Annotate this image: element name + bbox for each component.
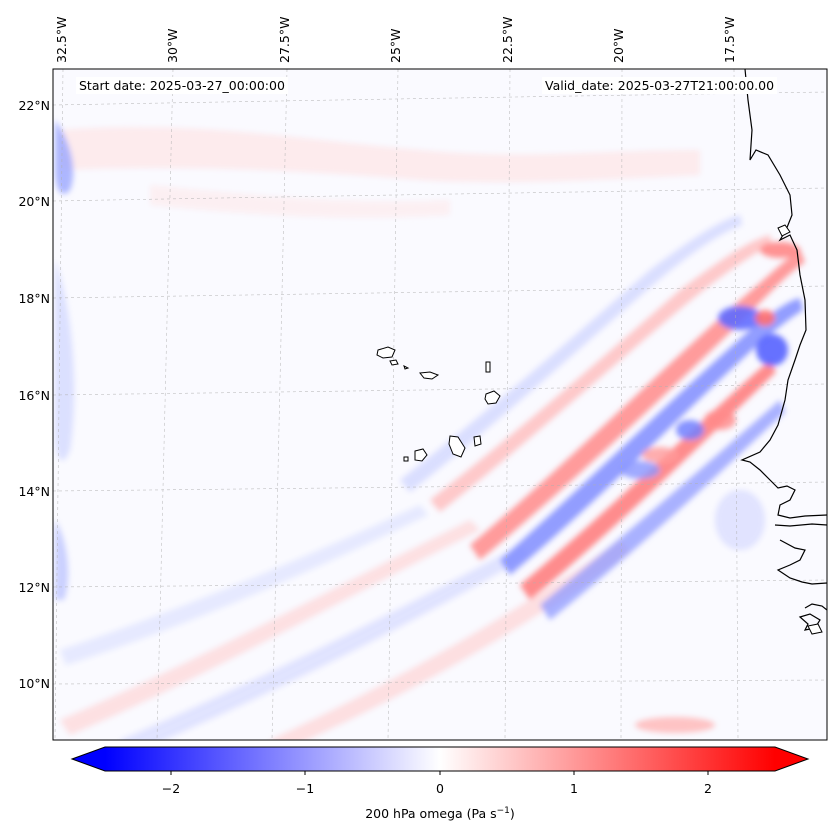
lon-label-22-5w: 22.5°W [500, 16, 515, 63]
field-blob-blue-5 [715, 490, 765, 550]
field-main-red-3 [430, 235, 772, 512]
lat-label-10n: 10°N [18, 676, 50, 691]
field-blob-blue-3 [676, 420, 704, 440]
colorbar-label-text: 200 hPa omega (Pa s [365, 806, 497, 822]
colorbar-extend-min [72, 747, 105, 771]
colorbar-tick-label-p2: 2 [704, 781, 712, 796]
coast-island-south [807, 623, 823, 635]
field-main-blue-3 [400, 215, 742, 492]
omega-field [55, 120, 805, 740]
island-brava [403, 456, 409, 462]
lat-label-22n: 22°N [18, 98, 50, 113]
island-sao-nicolau [419, 371, 440, 380]
start-date-label: Start date: 2025-03-27_00:00:00 [76, 77, 288, 94]
field-blob-red-3 [704, 410, 736, 430]
lat-label-20n: 20°N [18, 194, 50, 209]
lon-label-17-5w: 17.5°W [722, 16, 737, 63]
field-main-red-1 [470, 250, 805, 560]
african-coastline [740, 69, 827, 631]
colorbar-extend-max [775, 747, 808, 771]
field-top-pink-2 [150, 185, 450, 218]
colorbar-tick-label-m1: −1 [295, 781, 315, 796]
field-band-2 [120, 545, 530, 740]
lon-label-30w: 30°W [165, 28, 180, 63]
colorbar-tick-label-m2: −2 [161, 781, 181, 796]
map-frame [52, 68, 828, 741]
colorbar-outline [70, 746, 810, 772]
colorbar-gradient [105, 747, 775, 771]
island-santiago [448, 435, 466, 458]
valid-date-label: Valid_date: 2025-03-27T21:00:00.00 [542, 77, 778, 94]
lon-label-25w: 25°W [388, 28, 403, 63]
colorbar-label-exponent: −1 [496, 806, 510, 816]
lat-label-12n: 12°N [18, 580, 50, 595]
colorbar-tick-label-p1: 1 [570, 781, 578, 796]
field-top-pink [60, 127, 700, 183]
island-fogo [414, 448, 428, 462]
lat-label-18n: 18°N [18, 291, 50, 306]
field-blob-red-2 [760, 242, 800, 258]
lat-label-16n: 16°N [18, 388, 50, 403]
island-santa-luzia [403, 365, 410, 370]
field-blob-red-5 [635, 717, 715, 733]
colorbar-label-end: ) [509, 806, 515, 822]
island-maio [473, 435, 482, 447]
field-blob-blue-4 [620, 461, 660, 479]
field-blob-blue-2 [756, 334, 788, 366]
island-sal [485, 361, 491, 373]
field-band-4 [60, 505, 428, 665]
graticule [53, 69, 827, 740]
field-band-3 [270, 540, 630, 740]
field-blob-blue-1 [718, 306, 762, 330]
island-boa-vista [484, 390, 501, 405]
coast-inlet [777, 224, 791, 237]
field-left-blue [55, 120, 74, 194]
lat-label-14n: 14°N [18, 484, 50, 499]
field-main-blue-1 [500, 298, 803, 575]
colorbar-tick-label-0: 0 [436, 781, 444, 796]
lon-label-20w: 20°W [611, 28, 626, 63]
field-left-blue-2 [55, 260, 75, 461]
lon-label-27-5w: 27.5°W [277, 16, 292, 63]
field-blob-red-1 [755, 310, 775, 326]
field-left-blue-3 [55, 520, 69, 600]
island-sao-vicente [389, 359, 399, 366]
cape-verde-islands [376, 346, 501, 462]
field-main-blue-2 [540, 400, 785, 620]
lon-label-32-5w: 32.5°W [54, 16, 69, 63]
field-band-1 [60, 520, 480, 735]
field-blob-red-4 [642, 447, 678, 463]
island-santo-antao [376, 346, 396, 359]
colorbar [70, 746, 810, 775]
colorbar-label: 200 hPa omega (Pa s−1) [0, 806, 837, 821]
